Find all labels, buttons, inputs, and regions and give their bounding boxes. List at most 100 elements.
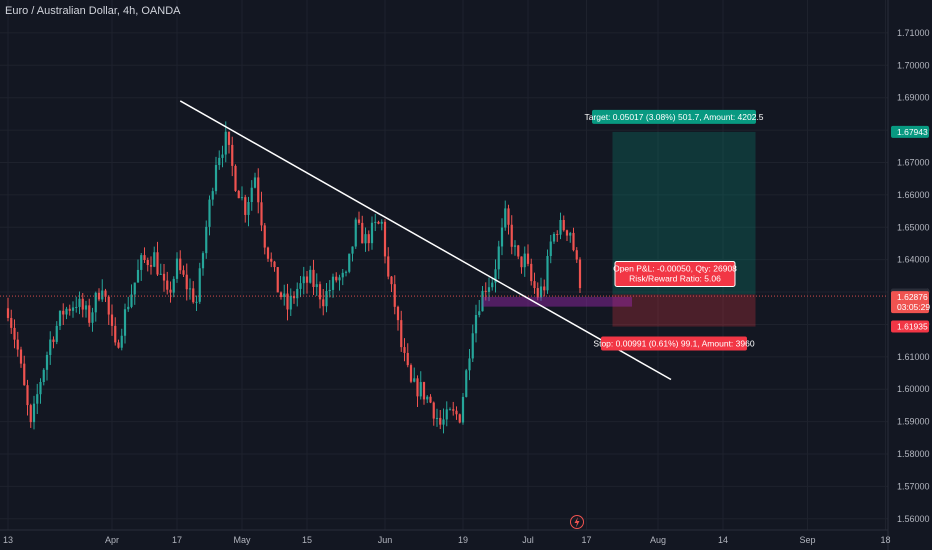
candle-body[interactable] bbox=[559, 219, 562, 235]
candle-body[interactable] bbox=[234, 165, 237, 191]
candle-body[interactable] bbox=[318, 284, 322, 300]
candle-body[interactable] bbox=[487, 287, 491, 292]
candle-body[interactable] bbox=[68, 308, 71, 311]
candle-body[interactable] bbox=[289, 295, 292, 310]
candle-body[interactable] bbox=[65, 308, 68, 315]
candle-body[interactable] bbox=[195, 301, 198, 303]
candle-body[interactable] bbox=[36, 394, 39, 404]
candle-body[interactable] bbox=[575, 250, 578, 260]
candle-body[interactable] bbox=[520, 256, 523, 268]
candle-body[interactable] bbox=[530, 263, 533, 282]
candle-body[interactable] bbox=[32, 403, 36, 423]
candle-body[interactable] bbox=[549, 241, 552, 256]
candle-body[interactable] bbox=[179, 258, 182, 271]
candle-body[interactable] bbox=[166, 280, 169, 290]
candle-body[interactable] bbox=[91, 312, 94, 323]
candle-body[interactable] bbox=[526, 253, 530, 264]
candle-body[interactable] bbox=[153, 252, 156, 267]
candle-body[interactable] bbox=[491, 282, 494, 288]
candle-body[interactable] bbox=[328, 289, 331, 292]
candle-body[interactable] bbox=[335, 276, 338, 281]
candle-body[interactable] bbox=[175, 258, 179, 279]
candle-body[interactable] bbox=[393, 284, 396, 307]
candle-body[interactable] bbox=[26, 385, 29, 406]
candle-body[interactable] bbox=[211, 191, 214, 200]
candle-body[interactable] bbox=[84, 305, 88, 310]
candle-body[interactable] bbox=[517, 245, 520, 257]
candle-body[interactable] bbox=[283, 293, 286, 297]
candle-body[interactable] bbox=[218, 157, 221, 166]
candle-body[interactable] bbox=[146, 260, 149, 266]
candle-body[interactable] bbox=[10, 317, 13, 328]
candle-body[interactable] bbox=[322, 299, 325, 307]
candle-body[interactable] bbox=[552, 233, 556, 242]
candle-body[interactable] bbox=[452, 409, 455, 411]
candle-body[interactable] bbox=[244, 197, 247, 215]
candle-body[interactable] bbox=[136, 269, 140, 283]
candle-body[interactable] bbox=[481, 290, 484, 312]
candle-body[interactable] bbox=[78, 298, 81, 307]
candle-body[interactable] bbox=[494, 269, 497, 283]
candle-body[interactable] bbox=[361, 222, 364, 244]
candle-body[interactable] bbox=[523, 253, 526, 268]
candle-body[interactable] bbox=[159, 273, 162, 275]
candle-body[interactable] bbox=[309, 269, 312, 283]
candle-body[interactable] bbox=[231, 144, 234, 166]
candle-body[interactable] bbox=[257, 177, 260, 203]
candle-body[interactable] bbox=[23, 363, 26, 386]
candle-body[interactable] bbox=[39, 381, 42, 395]
candle-body[interactable] bbox=[81, 298, 84, 310]
candle-body[interactable] bbox=[107, 296, 110, 315]
candle-body[interactable] bbox=[172, 278, 175, 293]
candle-body[interactable] bbox=[302, 276, 305, 284]
candle-body[interactable] bbox=[49, 339, 52, 355]
symbol-title[interactable]: Euro / Australian Dollar, 4h, OANDA bbox=[5, 5, 181, 17]
candle-body[interactable] bbox=[377, 221, 380, 224]
candle-body[interactable] bbox=[435, 417, 439, 419]
candle-body[interactable] bbox=[62, 310, 65, 315]
stop-zone[interactable] bbox=[612, 294, 756, 327]
candle-body[interactable] bbox=[416, 378, 419, 397]
candle-body[interactable] bbox=[130, 294, 133, 307]
candle-body[interactable] bbox=[565, 230, 569, 236]
candle-body[interactable] bbox=[413, 378, 416, 382]
candle-body[interactable] bbox=[221, 154, 224, 158]
candle-body[interactable] bbox=[419, 382, 422, 397]
candle-body[interactable] bbox=[29, 405, 32, 423]
candle-body[interactable] bbox=[572, 232, 575, 251]
candle-body[interactable] bbox=[299, 283, 302, 289]
candle-body[interactable] bbox=[149, 265, 153, 267]
candle-body[interactable] bbox=[214, 165, 218, 192]
candle-body[interactable] bbox=[292, 295, 296, 299]
candle-body[interactable] bbox=[344, 271, 348, 273]
candle-body[interactable] bbox=[110, 314, 114, 326]
candle-body[interactable] bbox=[426, 396, 429, 400]
pnl-info-box[interactable] bbox=[614, 260, 736, 287]
candle-body[interactable] bbox=[227, 131, 231, 145]
candle-body[interactable] bbox=[192, 288, 195, 303]
candle-body[interactable] bbox=[279, 292, 283, 297]
candle-body[interactable] bbox=[120, 335, 123, 348]
candle-body[interactable] bbox=[468, 358, 471, 371]
range-box[interactable] bbox=[482, 296, 633, 307]
lightning-icon[interactable] bbox=[570, 515, 584, 529]
candle-body[interactable] bbox=[276, 267, 279, 293]
candle-body[interactable] bbox=[351, 246, 354, 254]
candle-body[interactable] bbox=[123, 309, 127, 336]
candle-body[interactable] bbox=[75, 306, 78, 308]
candle-body[interactable] bbox=[250, 187, 253, 203]
candle-body[interactable] bbox=[474, 315, 478, 334]
candle-body[interactable] bbox=[140, 255, 143, 270]
candle-body[interactable] bbox=[143, 255, 146, 261]
candle-body[interactable] bbox=[114, 325, 117, 343]
candle-body[interactable] bbox=[286, 293, 289, 310]
candle-body[interactable] bbox=[439, 417, 442, 425]
candle-body[interactable] bbox=[348, 253, 351, 272]
candle-body[interactable] bbox=[556, 233, 559, 235]
candle-body[interactable] bbox=[315, 284, 318, 288]
candle-body[interactable] bbox=[380, 221, 383, 224]
target-label-box[interactable] bbox=[592, 109, 756, 124]
candle-body[interactable] bbox=[461, 396, 465, 423]
candle-body[interactable] bbox=[45, 354, 49, 370]
